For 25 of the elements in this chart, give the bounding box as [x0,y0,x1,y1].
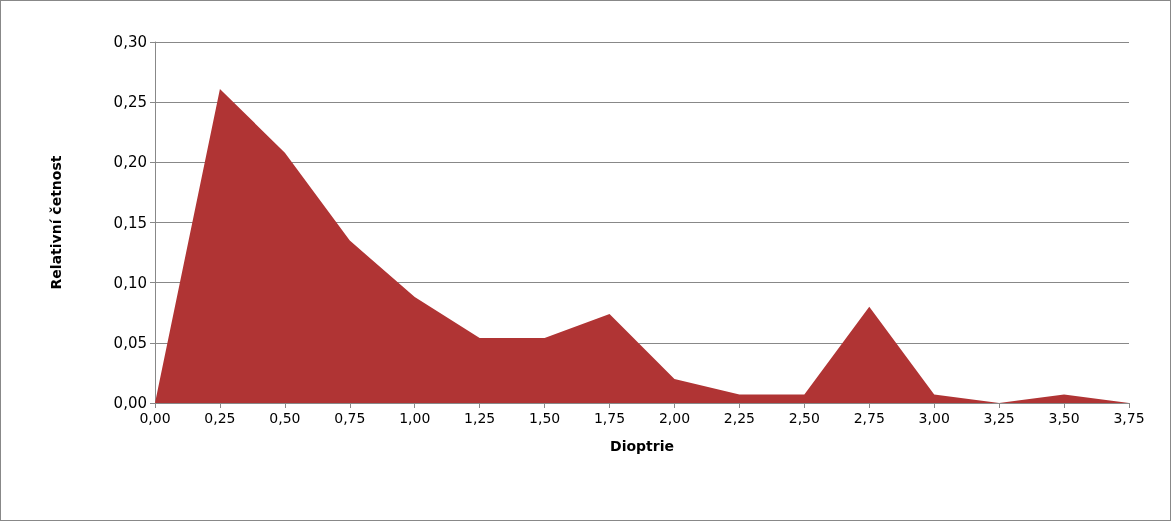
y-tick-label: 0,30 [113,33,147,51]
x-tick-label: 2,00 [658,410,691,426]
x-tick-label: 3,75 [1113,410,1145,426]
x-tick-label: 3,00 [918,410,950,426]
x-tick-label: 2,75 [853,410,885,426]
x-tick-label: 1,75 [593,410,626,426]
x-tick-label: 0,50 [269,410,301,426]
x-tick-label: 0,25 [204,410,236,426]
x-tick-label: 1,50 [529,410,561,426]
x-tick-label: 0,00 [139,410,171,426]
x-axis-title: Dioptrie [610,438,674,454]
x-tick-label: 1,00 [399,410,431,426]
y-tick-label: 0,15 [113,213,147,232]
y-tick-label: 0,10 [113,273,147,292]
x-tick-label: 3,50 [1048,410,1080,426]
x-tick-label: 0,75 [334,410,366,426]
y-tick-label: 0,05 [113,333,147,352]
x-tick-label: 3,25 [983,410,1015,426]
y-axis-title: Relativní četnost [48,155,64,290]
y-tick-label: 0,20 [113,153,147,172]
x-tick-label: 2,50 [788,410,820,426]
x-tick-label: 2,25 [723,410,755,426]
x-tick-label: 1,25 [464,410,496,426]
y-tick-label: 0,00 [113,394,147,412]
y-tick-label: 0,25 [113,93,147,112]
